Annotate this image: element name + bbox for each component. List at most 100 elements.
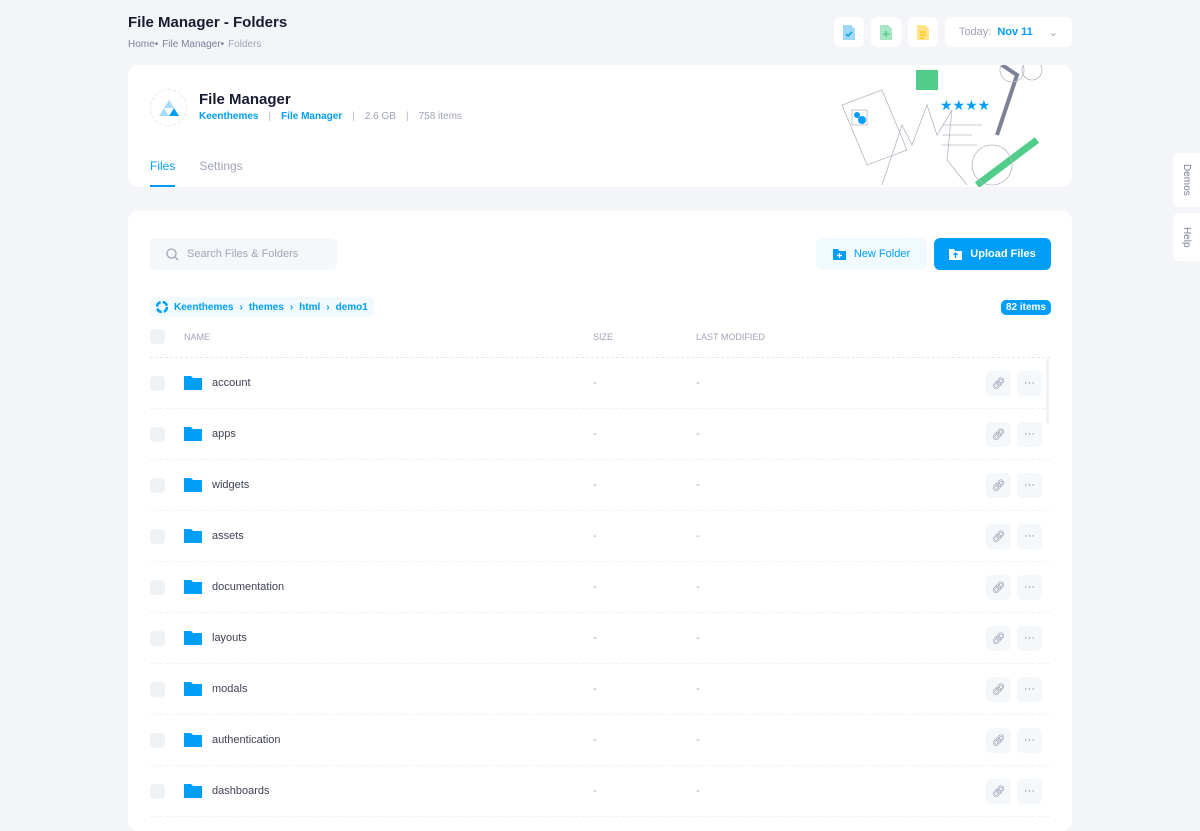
upload-files-label: Upload Files	[970, 248, 1036, 260]
folder-link[interactable]: account	[212, 377, 251, 389]
link-icon: 🔗︎	[991, 581, 1006, 594]
copy-link-button[interactable]: 🔗︎	[986, 574, 1011, 600]
link-icon: 🔗︎	[991, 530, 1006, 543]
more-icon: ···	[1024, 683, 1035, 695]
folder-link[interactable]: dashboards	[212, 785, 270, 797]
folder-name-cell: apps	[184, 427, 236, 441]
more-icon: ···	[1024, 632, 1035, 644]
folder-path: Keenthemes › themes › html › demo1	[150, 297, 374, 317]
folder-name-cell: layouts	[184, 631, 247, 645]
more-actions-button[interactable]: ···	[1017, 370, 1042, 396]
link-icon: 🔗︎	[991, 785, 1006, 798]
file-check-button[interactable]	[833, 17, 864, 47]
search-input[interactable]	[187, 248, 327, 260]
modified-cell: -	[696, 581, 700, 593]
folder-name-cell: assets	[184, 529, 244, 543]
chevron-right-icon: ›	[239, 301, 243, 313]
select-all-checkbox[interactable]	[150, 329, 165, 344]
column-size[interactable]: SIZE	[593, 332, 614, 342]
path-segment[interactable]: themes	[248, 301, 284, 313]
more-actions-button[interactable]: ···	[1017, 523, 1042, 549]
copy-link-button[interactable]: 🔗︎	[986, 676, 1011, 702]
row-checkbox[interactable]	[150, 783, 165, 799]
more-actions-button[interactable]: ···	[1017, 421, 1042, 447]
upload-files-button[interactable]: Upload Files	[934, 238, 1051, 270]
folder-link[interactable]: assets	[212, 530, 244, 542]
chevron-down-icon: ⌄	[1048, 26, 1058, 39]
row-checkbox[interactable]	[150, 630, 165, 646]
more-icon: ···	[1024, 581, 1035, 593]
date-dropdown[interactable]: Today: Nov 11 ⌄	[944, 17, 1072, 47]
copy-link-button[interactable]: 🔗︎	[986, 523, 1011, 549]
chevron-right-icon: ›	[289, 301, 294, 313]
more-actions-button[interactable]: ···	[1017, 676, 1042, 702]
row-checkbox[interactable]	[150, 426, 165, 442]
folder-link[interactable]: layouts	[212, 632, 247, 644]
size-cell: -	[593, 581, 597, 593]
more-actions-button[interactable]: ···	[1017, 472, 1042, 498]
row-checkbox[interactable]	[150, 528, 165, 544]
tab-settings[interactable]: Settings	[199, 159, 243, 173]
folder-link[interactable]: documentation	[212, 581, 285, 593]
row-checkbox[interactable]	[150, 681, 165, 697]
item-count: 758 items	[418, 111, 462, 122]
copy-link-button[interactable]: 🔗︎	[986, 472, 1011, 498]
column-last-modified[interactable]: LAST MODIFIED	[696, 332, 765, 342]
demos-button[interactable]: Demos	[1173, 153, 1200, 207]
size-cell: -	[593, 785, 597, 797]
copy-link-button[interactable]: 🔗︎	[986, 421, 1011, 447]
file-add-button[interactable]	[870, 17, 901, 47]
modified-cell: -	[696, 428, 700, 440]
copy-link-button[interactable]: 🔗︎	[986, 778, 1011, 804]
folder-add-icon	[832, 248, 846, 260]
date-value: Nov 11	[997, 26, 1033, 38]
modified-cell: -	[696, 530, 700, 542]
path-segment[interactable]: html	[299, 301, 321, 313]
link-icon: 🔗︎	[991, 734, 1006, 747]
file-check-icon	[842, 24, 855, 40]
path-segment[interactable]: demo1	[335, 301, 368, 313]
folder-name-cell: modals	[184, 682, 247, 696]
more-actions-button[interactable]: ···	[1017, 778, 1042, 804]
folder-icon	[184, 478, 202, 492]
row-checkbox[interactable]	[150, 732, 165, 748]
search-icon	[166, 247, 179, 260]
folder-link[interactable]: widgets	[212, 479, 250, 491]
section-link[interactable]: File Manager	[281, 111, 343, 122]
file-text-button[interactable]	[907, 17, 938, 47]
more-actions-button[interactable]: ···	[1017, 574, 1042, 600]
org-link[interactable]: Keenthemes	[199, 111, 259, 122]
copy-link-button[interactable]: 🔗︎	[986, 727, 1011, 753]
svg-text:★★★★: ★★★★	[940, 97, 990, 113]
more-icon: ···	[1024, 479, 1035, 491]
help-button[interactable]: Help	[1173, 213, 1200, 261]
folder-name-cell: documentation	[184, 580, 284, 594]
folder-link[interactable]: authentication	[212, 734, 281, 746]
tab-files[interactable]: Files	[150, 159, 176, 187]
file-add-icon	[879, 24, 892, 40]
breadcrumb-file-manager[interactable]: File Manager•	[162, 39, 225, 50]
table-row: layouts - - 🔗︎ ···	[150, 613, 1050, 664]
row-checkbox[interactable]	[150, 579, 165, 595]
folder-link[interactable]: apps	[212, 428, 236, 440]
new-folder-button[interactable]: New Folder	[816, 238, 927, 270]
size-cell: -	[593, 428, 597, 440]
folder-name-cell: dashboards	[184, 784, 270, 798]
table-row: account - - 🔗︎ ···	[150, 358, 1050, 409]
row-checkbox[interactable]	[150, 477, 165, 493]
more-actions-button[interactable]: ···	[1017, 625, 1042, 651]
size-cell: -	[593, 632, 597, 644]
column-name[interactable]: NAME	[184, 332, 211, 342]
copy-link-button[interactable]: 🔗︎	[986, 625, 1011, 651]
folder-link[interactable]: modals	[212, 683, 248, 695]
size-cell: -	[593, 734, 597, 746]
breadcrumb-home[interactable]: Home•	[128, 39, 159, 50]
row-checkbox[interactable]	[150, 375, 165, 391]
path-segment[interactable]: Keenthemes	[174, 301, 234, 313]
more-icon: ···	[1024, 377, 1035, 389]
tabs: Files Settings	[150, 159, 243, 187]
copy-link-button[interactable]: 🔗︎	[986, 370, 1011, 396]
more-actions-button[interactable]: ···	[1017, 727, 1042, 753]
scrollbar[interactable]	[1046, 359, 1049, 423]
illustration: ★★★★	[841, 65, 1043, 187]
